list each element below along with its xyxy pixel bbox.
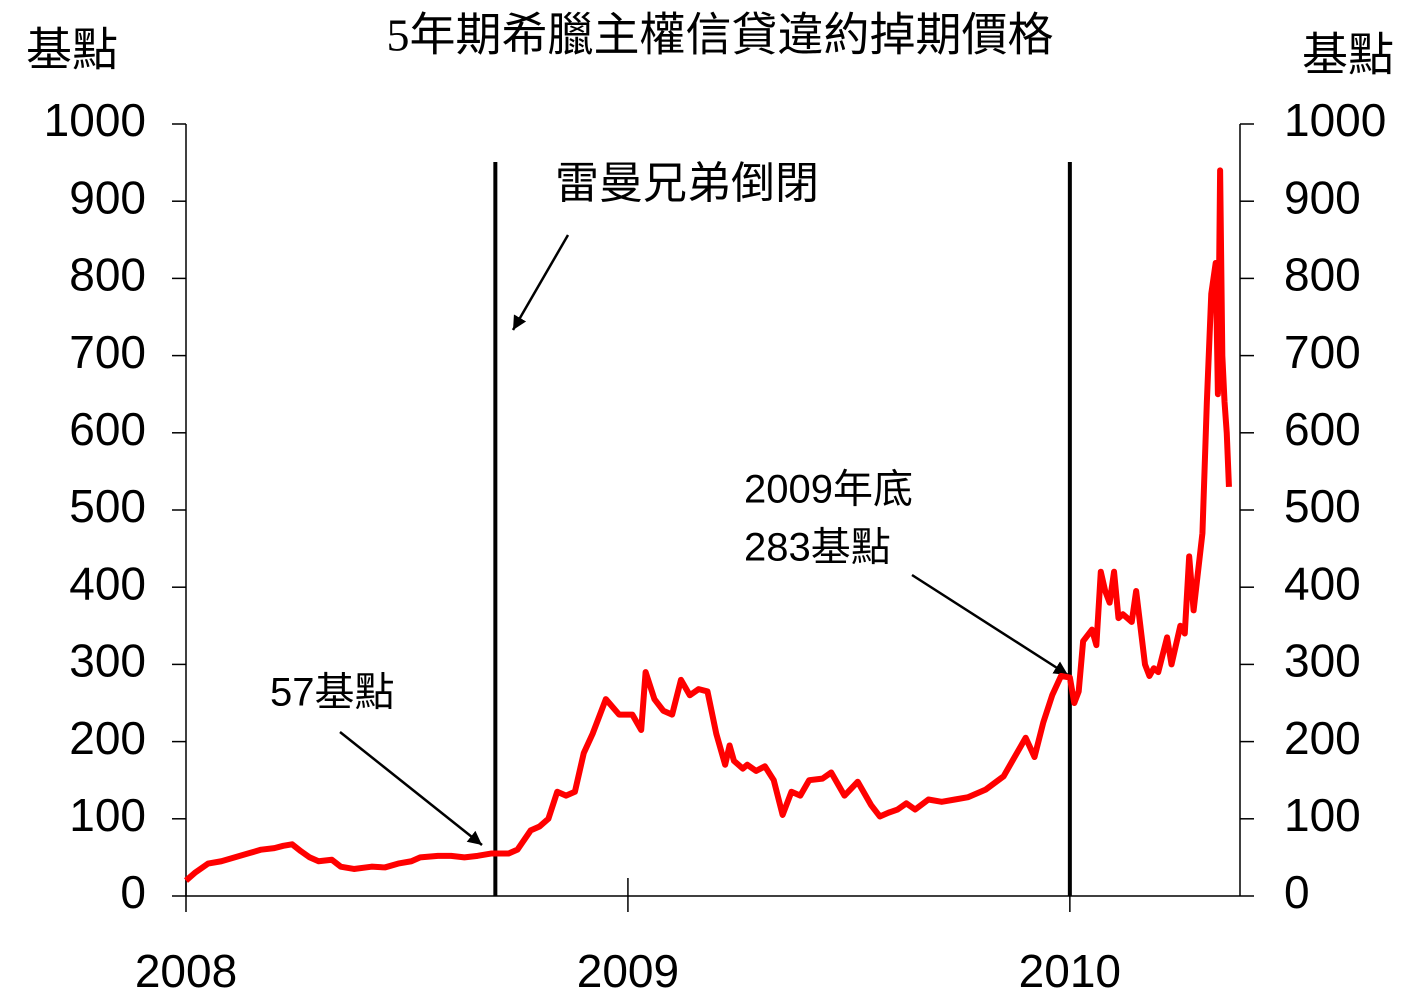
annotation-arrow — [339, 731, 483, 846]
annotation-arrow — [511, 234, 570, 331]
annotation: 雷曼兄弟倒閉 — [555, 159, 819, 208]
y-axis-label: 基點 — [26, 25, 118, 76]
annotation: 283基點 — [744, 526, 891, 570]
annotation-arrow — [911, 573, 1069, 677]
y-tick-label: 600 — [69, 403, 146, 455]
y2-tick-label: 1000 — [1284, 94, 1386, 146]
y-tick-label: 300 — [69, 635, 146, 687]
y2-tick-label: 600 — [1284, 403, 1361, 455]
y-tick-label: 200 — [69, 712, 146, 764]
y-tick-label: 0 — [120, 866, 146, 918]
x-tick-label: 2009 — [577, 945, 679, 997]
y-tick-label: 100 — [69, 789, 146, 841]
y2-tick-label: 900 — [1284, 171, 1361, 223]
y2-tick-label: 100 — [1284, 789, 1361, 841]
y-tick-label: 900 — [69, 171, 146, 223]
chart-title: 5年期希臘主權信貸違約掉期價格 — [387, 10, 1054, 61]
y2-tick-label: 300 — [1284, 635, 1361, 687]
annotation: 2009年底 — [744, 468, 913, 512]
data-line — [184, 167, 1232, 883]
y2-tick-label: 0 — [1284, 866, 1310, 918]
y-tick-label: 700 — [69, 326, 146, 378]
y2-tick-label: 800 — [1284, 249, 1361, 301]
annotation: 57基點 — [270, 671, 395, 715]
y2-tick-label: 400 — [1284, 557, 1361, 609]
x-tick-label: 2010 — [1019, 945, 1121, 997]
y2-axis-label: 基點 — [1302, 30, 1394, 81]
x-tick-label: 2008 — [135, 945, 237, 997]
y-tick-label: 800 — [69, 249, 146, 301]
y-tick-label: 500 — [69, 480, 146, 532]
y-tick-label: 1000 — [44, 94, 146, 146]
y-tick-label: 400 — [69, 557, 146, 609]
y2-tick-label: 700 — [1284, 326, 1361, 378]
y2-tick-label: 200 — [1284, 712, 1361, 764]
y2-tick-label: 500 — [1284, 480, 1361, 532]
